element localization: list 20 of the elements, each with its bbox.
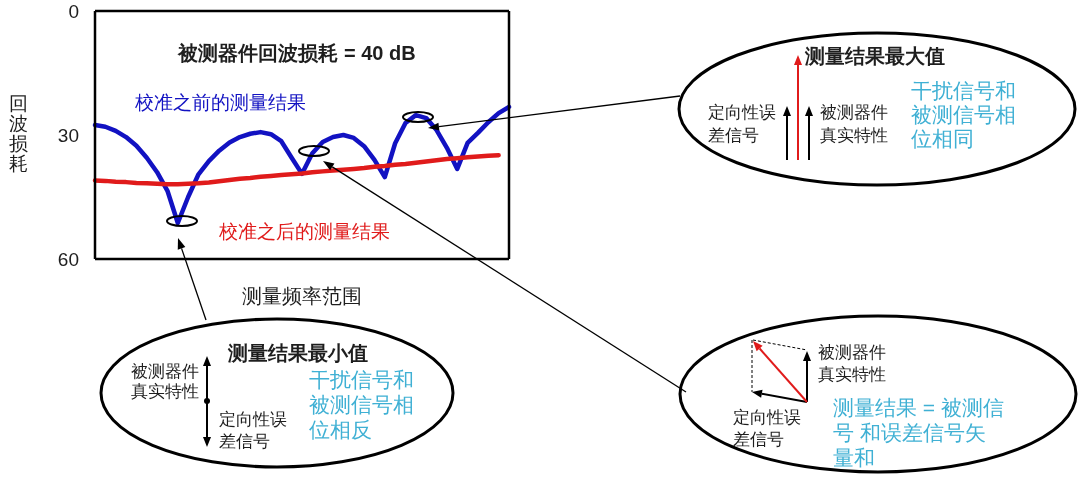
x-axis-title: 测量频率范围 [241, 284, 363, 309]
y-tick-label: 60 [57, 248, 79, 270]
text: 校准之后的测量结果 [219, 220, 390, 244]
text: 被测器件回波损耗 = 40 dB [176, 41, 417, 66]
text: 干扰信号和被测信号相位相反 [309, 367, 415, 442]
text: 被测器件真实特性 [818, 342, 887, 386]
y-axis-title: 回波损耗 [8, 93, 28, 174]
text: 定向性误差信号 [733, 407, 802, 451]
text: 被测器件真实特性 [131, 362, 200, 402]
series-label: 校准之前的测量结果 [135, 91, 306, 115]
text: 测量结果最小值 [228, 341, 368, 366]
text: 定向性误差信号 [708, 102, 777, 147]
text: 定向性误差信号 [219, 409, 288, 453]
text: 被测器件真实特性 [820, 102, 889, 147]
text: 测量结果 = 被测信号 和误差信号矢量和 [833, 395, 1005, 470]
text: 干扰信号和被测信号相位相同 [911, 79, 1017, 151]
y-tick-label: 0 [68, 0, 79, 22]
line-series [92, 153, 501, 187]
text: 测量结果最大值 [805, 44, 945, 69]
y-tick-label: 30 [57, 124, 79, 146]
